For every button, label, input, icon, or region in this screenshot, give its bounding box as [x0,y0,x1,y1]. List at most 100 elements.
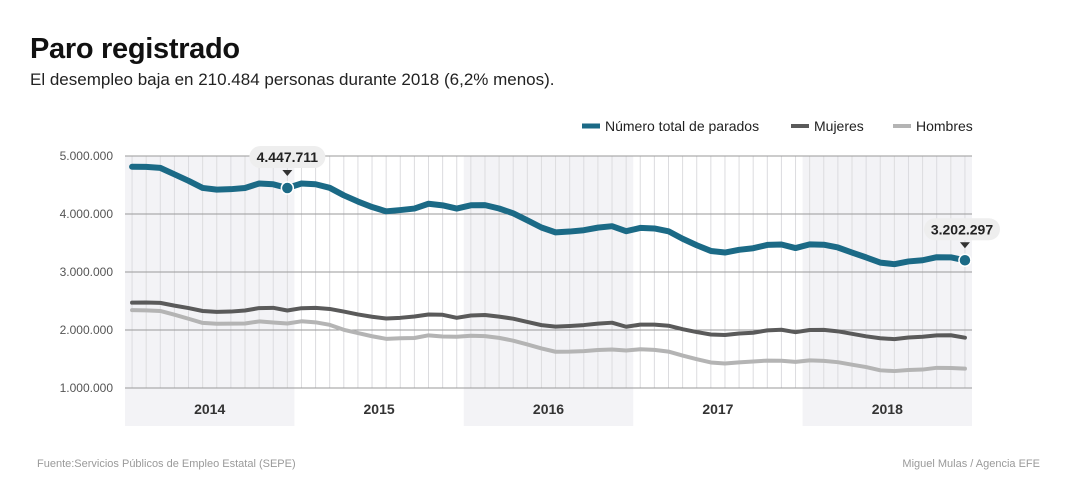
y-axis: 1.000.000 2.000.000 3.000.000 4.000.000 5.00… [60,149,114,395]
data-point-s1 [497,315,501,319]
callout-box [249,146,326,169]
callout-pointer [959,242,970,249]
data-point-s2 [412,336,416,340]
annotations: 4.447.711 3.202.297 [249,146,1000,268]
y-tick-label: 4.000.000 [60,207,114,221]
series-line-hombres [130,308,967,374]
data-point-s1 [384,317,388,321]
data-point-s1 [850,332,854,336]
data-point-s0 [808,242,812,246]
data-point-s1 [624,325,628,329]
data-point-s0 [906,259,910,263]
data-point-s1 [737,331,741,335]
data-point-s2 [455,335,459,339]
data-point-s0 [130,165,134,169]
data-point-s2 [850,363,854,367]
callout-box [924,218,1000,241]
data-point-s0 [949,255,953,259]
data-point-s2 [836,360,840,364]
year-label-2014: 2014 [194,401,225,417]
data-point-s1 [370,315,374,319]
data-point-s0 [412,207,416,211]
data-point-s2 [681,354,685,358]
legend-label: Número total de parados [605,118,759,134]
data-point-s2 [384,337,388,341]
year-label-2017: 2017 [702,401,733,417]
data-point-s1 [144,301,148,305]
data-point-s2 [539,346,543,350]
data-point-s1 [906,335,910,339]
data-point-s1 [427,312,431,316]
data-point-s1 [596,322,600,326]
data-point-s1 [412,315,416,319]
data-point-s1 [836,329,840,333]
data-point-s1 [963,336,967,340]
data-point-s1 [554,325,558,329]
data-point-s2 [243,322,247,326]
data-point-s0 [709,249,713,253]
data-point-s2 [582,349,586,353]
data-point-s1 [568,324,572,328]
data-point-s2 [610,347,614,351]
data-point-s0 [695,243,699,247]
data-point-s0 [878,261,882,265]
data-point-s2 [201,321,205,325]
data-point-s0 [455,207,459,211]
data-point-s1 [271,306,275,310]
data-point-s0 [299,182,303,186]
data-point-s0 [172,172,176,176]
data-point-s0 [483,203,487,207]
data-point-s2 [469,334,473,338]
data-point-s1 [525,320,529,324]
data-point-s1 [539,323,543,327]
data-point-s2 [257,319,261,323]
data-point-s0 [511,211,515,215]
data-point-s1 [172,304,176,308]
year-band-2018 [802,156,972,426]
data-point-s2 [229,322,233,326]
y-tick-label: 3.000.000 [60,265,114,279]
data-point-s2 [370,334,374,338]
series-lines [129,163,968,374]
data-point-s1 [469,314,473,318]
data-point-s0 [624,229,628,233]
data-point-s1 [285,309,289,313]
data-point-s0 [921,258,925,262]
data-point-s0 [257,181,261,185]
data-point-s0 [864,255,868,259]
data-point-s1 [878,336,882,340]
data-point-s2 [723,362,727,366]
data-point-s2 [130,308,134,312]
y-tick-label: 1.000.000 [60,381,114,395]
data-point-s0 [398,208,402,212]
data-point-s0 [836,245,840,249]
legend: Número total de parados Mujeres Hombres [582,118,973,134]
data-point-s0 [144,165,148,169]
data-point-s2 [271,320,275,324]
data-point-s2 [285,322,289,326]
data-point-s0 [723,251,727,255]
year-bands [125,156,972,426]
data-point-s1 [751,331,755,335]
data-point-s1 [892,337,896,341]
data-point-s1 [794,330,798,334]
data-point-s2 [525,342,529,346]
data-point-s0 [469,203,473,207]
data-point-s2 [949,366,953,370]
data-point-s2 [906,368,910,372]
data-point-s0 [610,224,614,228]
data-point-s1 [949,333,953,337]
data-point-s0 [652,226,656,230]
data-point-s1 [822,328,826,332]
data-point-s1 [158,301,162,305]
callout-marker [958,253,972,268]
data-point-s1 [723,333,727,337]
data-point-s2 [864,365,868,369]
data-point-s1 [779,328,783,332]
data-point-s2 [342,328,346,332]
data-point-s2 [398,336,402,340]
data-point-s2 [638,347,642,351]
data-point-s2 [568,350,572,354]
data-point-s0 [229,187,233,191]
